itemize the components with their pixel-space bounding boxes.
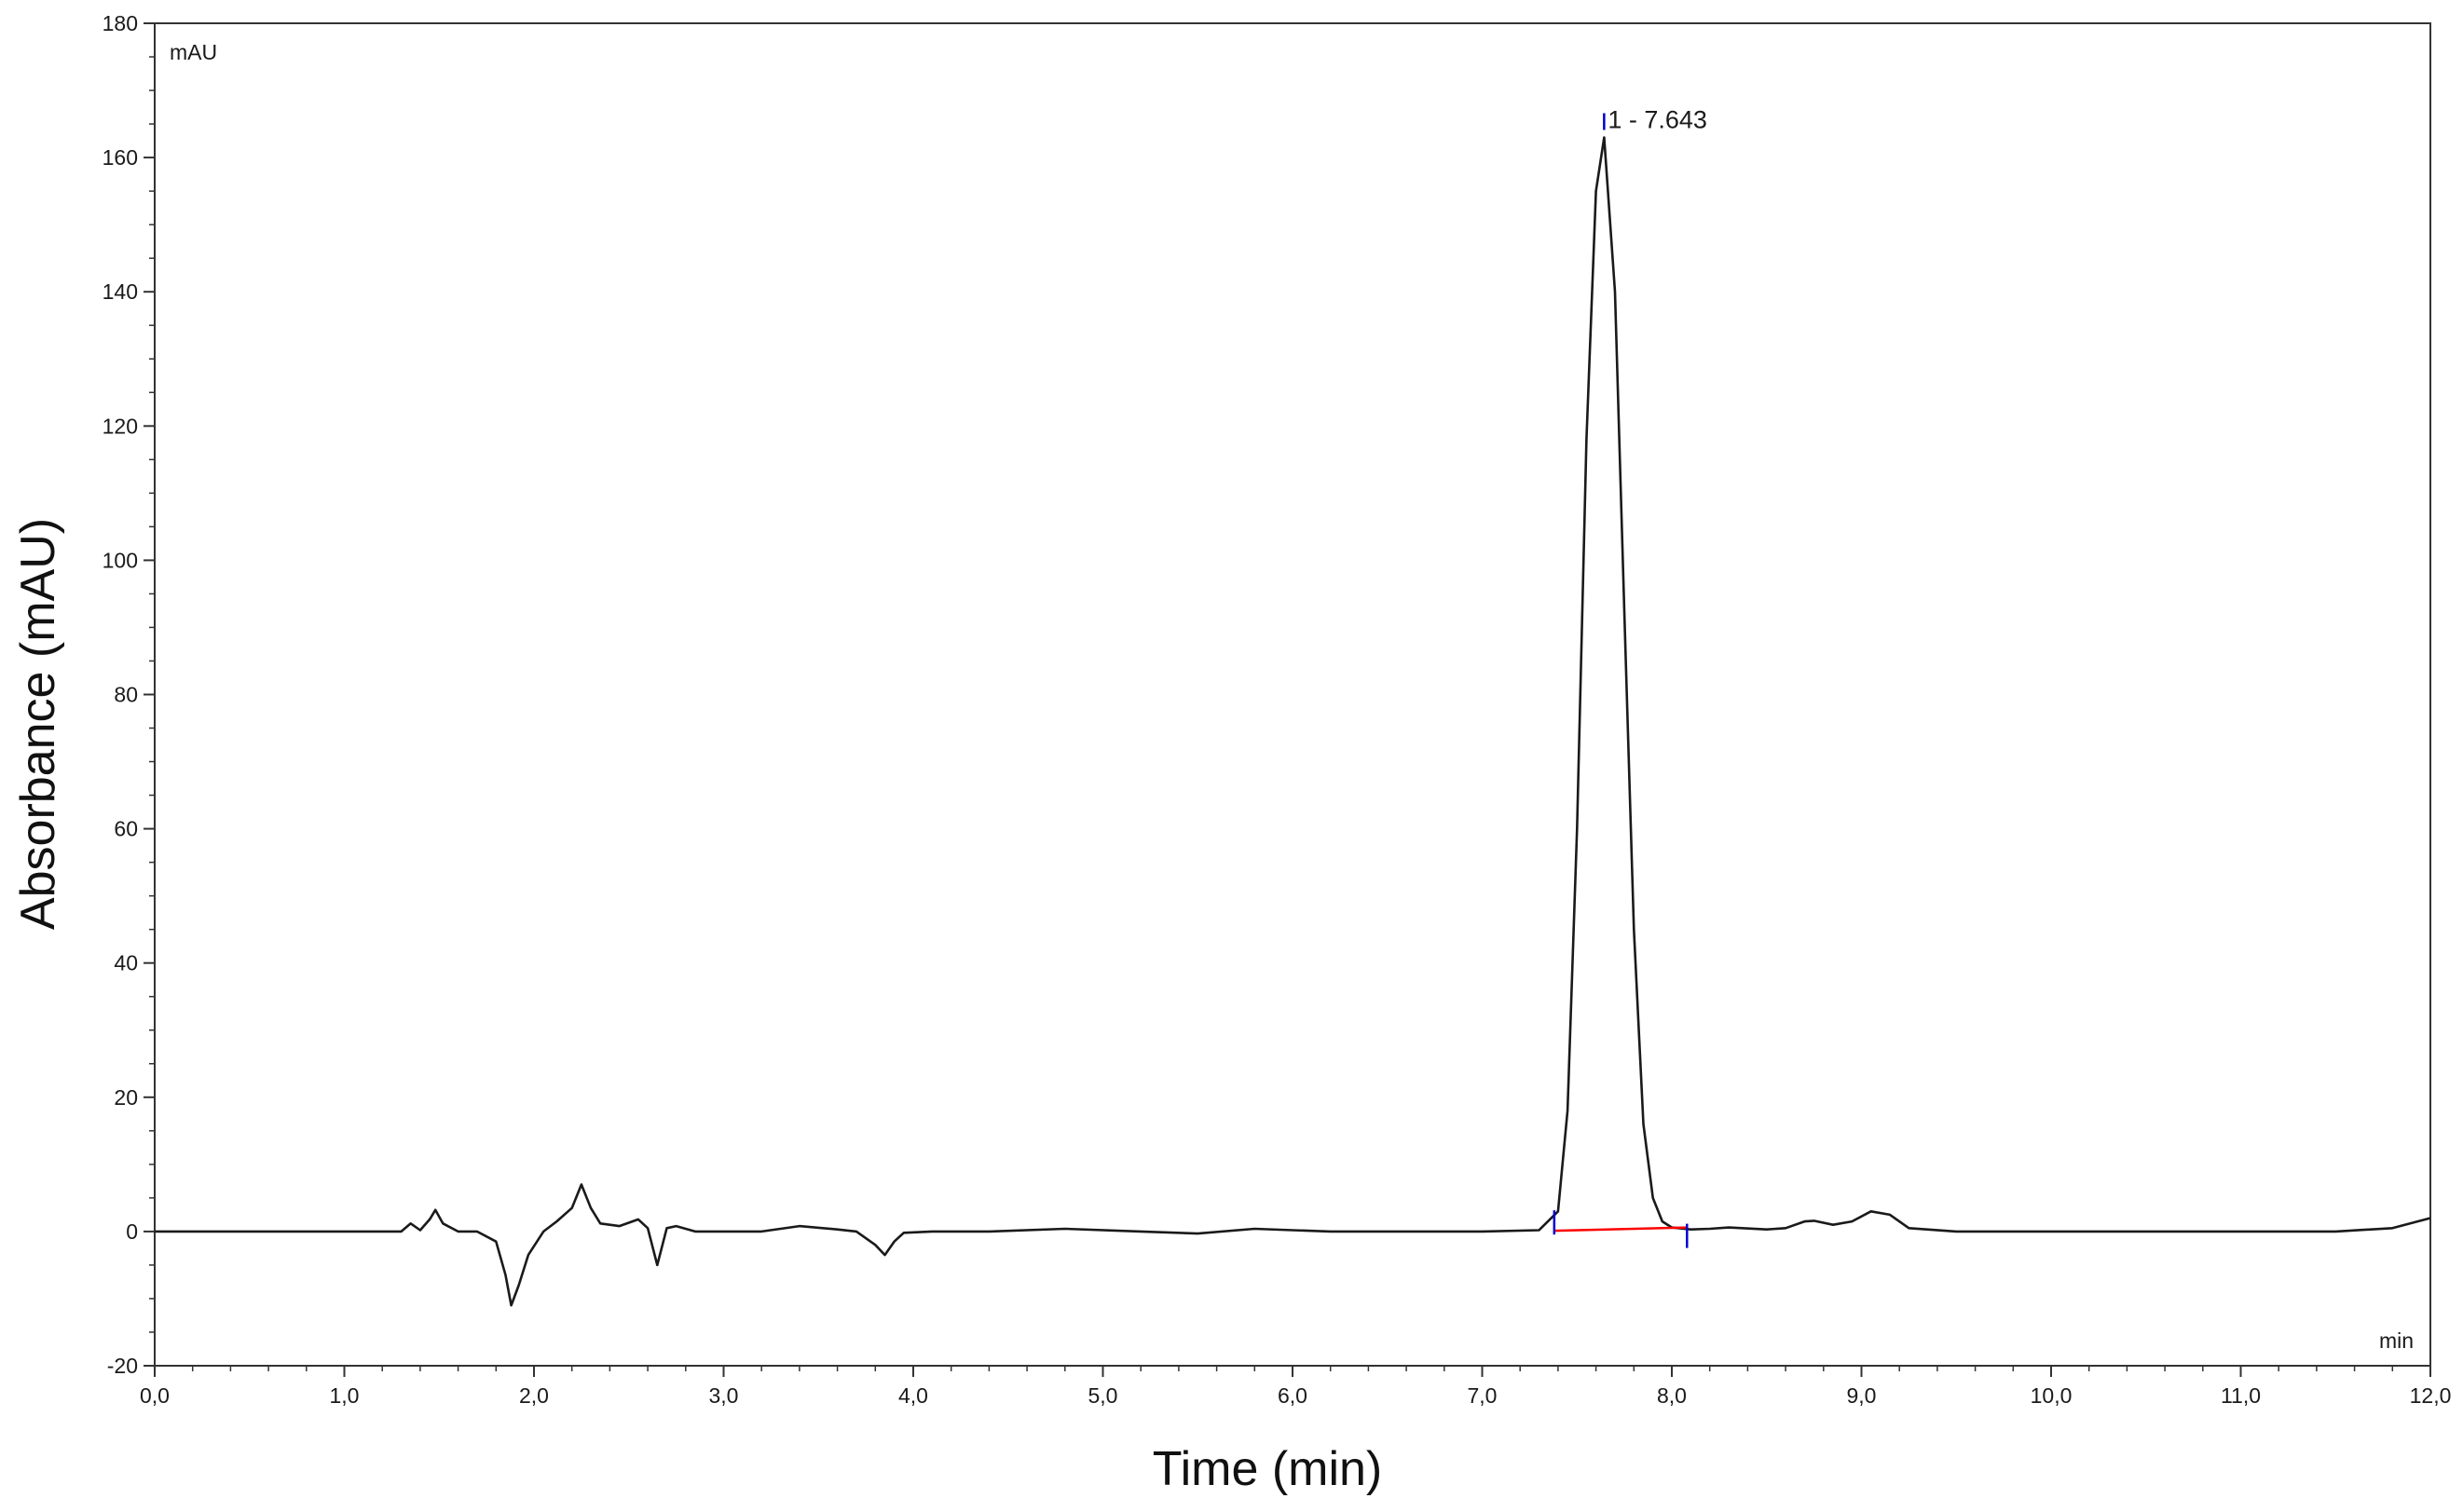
peak-baseline bbox=[1553, 1226, 1688, 1233]
x-tick-label: 3,0 bbox=[709, 1383, 739, 1408]
y-tick-label: 120 bbox=[103, 414, 138, 438]
y-tick-label: 140 bbox=[103, 279, 138, 304]
x-axis-title: Time (min) bbox=[1153, 1442, 1383, 1496]
x-tick-label: 6,0 bbox=[1278, 1383, 1307, 1408]
absorbance-trace bbox=[155, 136, 2431, 1307]
y-axis-title: Absorbance (mAU) bbox=[11, 518, 65, 930]
y-tick-label: 20 bbox=[114, 1085, 138, 1110]
plot-frame bbox=[154, 22, 2431, 1367]
x-tick-label: 1,0 bbox=[330, 1383, 360, 1408]
peak-annotations: 1 - 7.643 bbox=[1553, 105, 1707, 1248]
x-tick-label: 4,0 bbox=[898, 1383, 928, 1408]
y-tick-label: 100 bbox=[103, 548, 138, 572]
y-tick-label: 80 bbox=[114, 683, 138, 707]
y-tick-label: 40 bbox=[114, 951, 138, 975]
x-tick-label: 11,0 bbox=[2221, 1383, 2261, 1408]
x-tick-label: 12,0 bbox=[2410, 1383, 2452, 1408]
y-unit-label: mAU bbox=[170, 40, 217, 64]
y-axis: -20 0 20 40 60 80 100 120 140 160 180 bbox=[103, 11, 155, 1378]
x-tick-label: 5,0 bbox=[1088, 1383, 1118, 1408]
x-tick-label: 10,0 bbox=[2031, 1383, 2073, 1408]
peak-label: 1 - 7.643 bbox=[1608, 105, 1707, 133]
y-tick-label: 60 bbox=[114, 817, 138, 841]
x-tick-label: 9,0 bbox=[1847, 1383, 1877, 1408]
x-unit-label: min bbox=[2379, 1328, 2414, 1353]
x-tick-label: 7,0 bbox=[1468, 1383, 1498, 1408]
y-tick-label: 0 bbox=[126, 1219, 138, 1244]
x-tick-label: 0,0 bbox=[140, 1383, 170, 1408]
x-tick-label: 2,0 bbox=[519, 1383, 549, 1408]
x-tick-label: 8,0 bbox=[1657, 1383, 1687, 1408]
y-tick-label: 180 bbox=[103, 11, 138, 35]
y-tick-label: -20 bbox=[107, 1354, 138, 1378]
y-tick-label: 160 bbox=[103, 145, 138, 170]
x-axis: 0,0 1,0 2,0 3,0 4,0 5,0 6,0 7,0 8,0 9,0 10,0 11,0 12… bbox=[140, 1366, 2451, 1408]
